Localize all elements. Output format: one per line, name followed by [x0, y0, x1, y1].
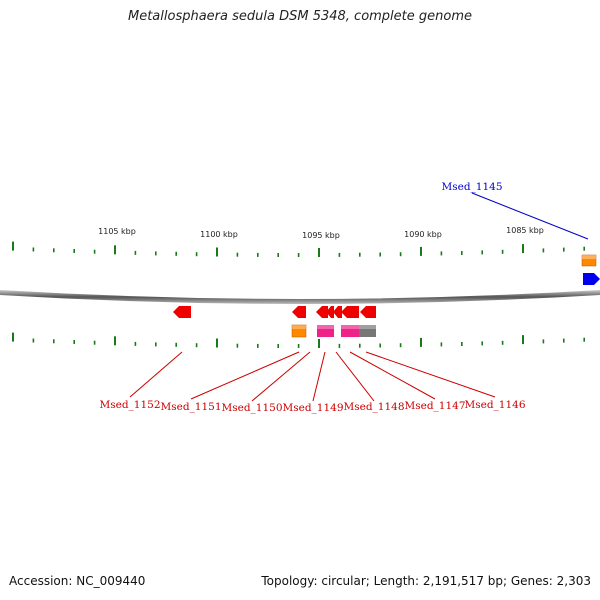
- scale-label: 1095 kbp: [302, 231, 340, 240]
- scale-ticks-bottom: [12, 332, 586, 348]
- scale-label: 1105 kbp: [98, 227, 136, 236]
- gene-box-orange[interactable]: [291, 324, 307, 338]
- gene-label[interactable]: Msed_1148: [343, 401, 404, 413]
- gene-label-top[interactable]: Msed_1145: [441, 181, 502, 193]
- map-title: Metallosphaera sedula DSM 5348, complete…: [127, 9, 473, 24]
- scale-ticks-top: [12, 241, 586, 257]
- gene-label[interactable]: Msed_1147: [404, 400, 465, 412]
- gene-label[interactable]: Msed_1146: [464, 399, 525, 411]
- gene-box-pink[interactable]: [341, 325, 359, 337]
- gene-label[interactable]: Msed_1149: [282, 402, 343, 414]
- leader-line: [129, 351, 183, 398]
- gene-arrow-red[interactable]: [326, 306, 334, 318]
- gene-arrow-red[interactable]: [292, 306, 306, 318]
- scale-label: 1100 kbp: [200, 230, 238, 239]
- gene-arrow-red[interactable]: [316, 306, 328, 318]
- leader-line: [190, 351, 300, 400]
- gene-box-orange[interactable]: [581, 254, 597, 267]
- gene-arrow-red[interactable]: [360, 306, 376, 318]
- leader-line: [312, 351, 326, 402]
- scale-label: 1090 kbp: [404, 230, 442, 239]
- leader-line: [251, 351, 311, 402]
- gene-box-pink[interactable]: [317, 325, 334, 337]
- genome-backbone: [0, 290, 600, 304]
- gene-arrow-red[interactable]: [341, 306, 359, 318]
- leader-line: [365, 351, 496, 398]
- gene-label[interactable]: Msed_1152: [99, 399, 160, 411]
- gene-arrow-blue[interactable]: [583, 273, 600, 285]
- accession-text: Accession: NC_009440: [9, 574, 146, 588]
- topology-text: Topology: circular; Length: 2,191,517 bp…: [261, 574, 591, 588]
- leader-line: [335, 351, 375, 402]
- scale-label: 1085 kbp: [506, 226, 544, 235]
- gene-label[interactable]: Msed_1150: [221, 402, 282, 414]
- leader-line-top: [471, 192, 589, 240]
- gene-label[interactable]: Msed_1151: [160, 401, 221, 413]
- gene-arrow-red[interactable]: [173, 306, 191, 318]
- leader-lines: [129, 192, 589, 402]
- leader-line: [349, 351, 436, 400]
- gene-box-gray[interactable]: [359, 325, 376, 337]
- gene-arrow-red[interactable]: [333, 306, 342, 318]
